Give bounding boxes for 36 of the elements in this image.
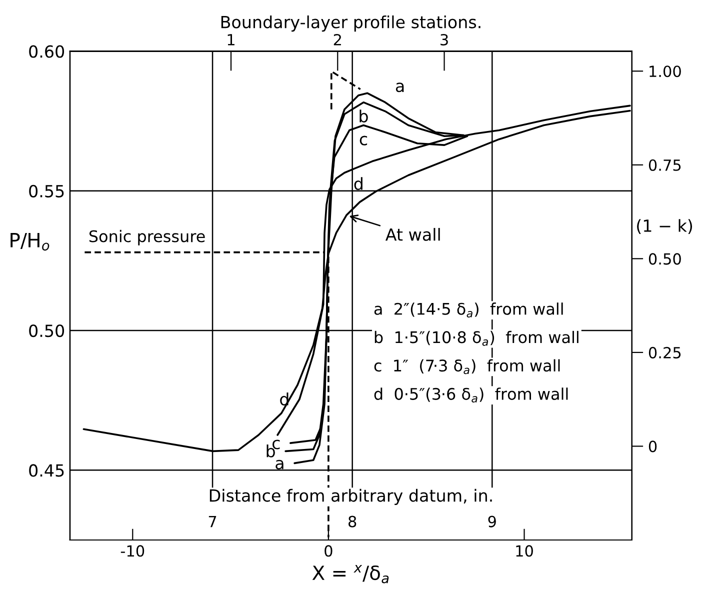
- annotation: d 0·5″(3·6 δ$_{a}$) from wall: [374, 388, 568, 403]
- y-tick-label: 0.50: [29, 324, 64, 338]
- y2-tick-label: 0.50: [648, 253, 681, 265]
- annotation: a: [396, 82, 404, 92]
- y2-axis-title: (1 − k): [637, 219, 692, 234]
- x2-tick-label: 2: [334, 34, 341, 46]
- annotation: c: [272, 440, 280, 450]
- annotation: Distance from arbitrary datum, in.: [210, 488, 492, 506]
- annotation: 7: [208, 516, 216, 528]
- annotation: a 2″(14·5 δ$_{a}$) from wall: [374, 302, 563, 318]
- series-label: Sonic pressure: [89, 230, 205, 246]
- annotation: a: [276, 460, 284, 470]
- y-tick-label: 0.60: [29, 45, 64, 58]
- annotation: d: [354, 177, 362, 190]
- annotation: 9: [488, 516, 496, 528]
- y2-tick-label: 0.75: [648, 159, 681, 171]
- y2-tick-label: 0.25: [648, 346, 681, 358]
- y2-tick-label: 1.00: [650, 66, 681, 78]
- annotation: c: [360, 136, 368, 146]
- y-tick-label: 0.45: [29, 464, 64, 477]
- annotation: b: [266, 444, 275, 458]
- text: At wall: [385, 228, 440, 241]
- y-tick-label: 0.55: [29, 184, 64, 198]
- x-axis-title: X = $^{x}$/δ$_{a}$: [312, 565, 389, 584]
- x2-tick-label: 1: [228, 34, 234, 46]
- x2-tick-label: 3: [440, 34, 448, 46]
- x2-axis-title: Boundary-layer profile stations.: [221, 15, 480, 32]
- x-tick-label: 10: [516, 545, 533, 557]
- y2-tick-label: 0: [648, 440, 657, 452]
- annotation: 8: [348, 516, 356, 528]
- y-axis-title: P/H$_{o}$: [10, 233, 50, 251]
- annotation: b: [360, 110, 368, 122]
- x-tick-label: 0: [324, 545, 332, 557]
- x-tick-label: -10: [120, 545, 144, 557]
- annotation: c 1″ (7·3 δ$_{a}$) from wall: [374, 359, 560, 374]
- annotation: b 1·5″(10·8 δ$_{a}$) from wall: [374, 330, 578, 346]
